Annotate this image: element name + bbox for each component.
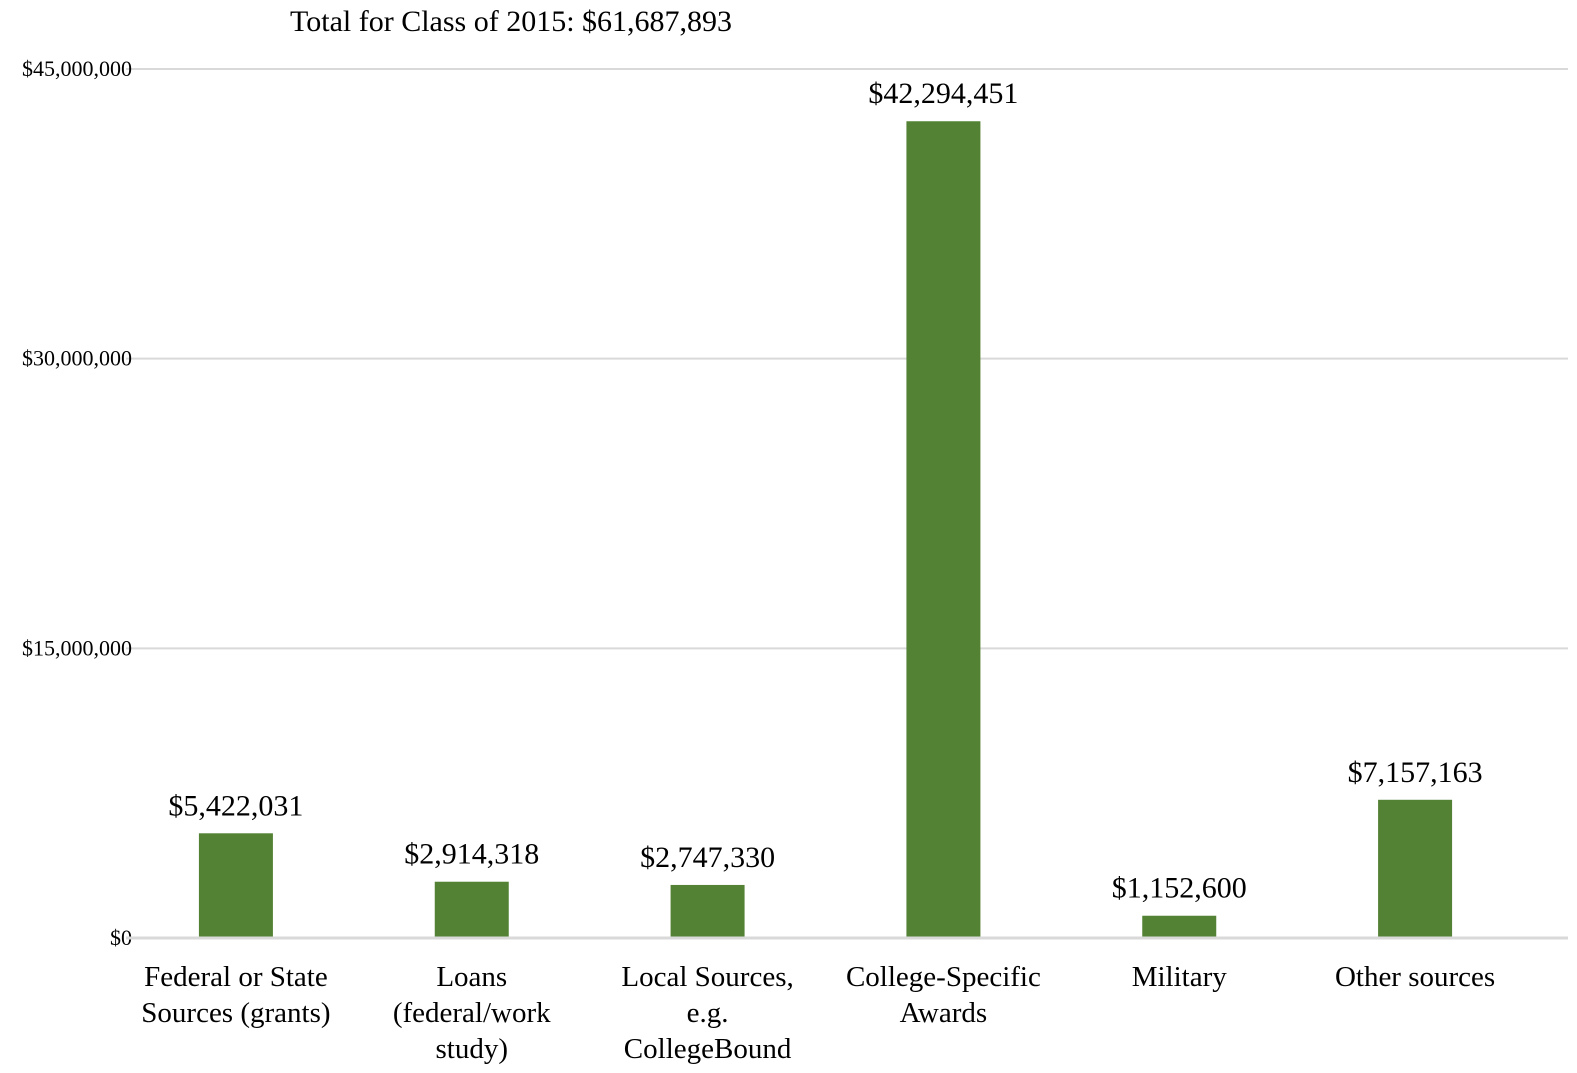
x-tick-label: Military (1132, 961, 1228, 993)
data-label: $2,914,318 (404, 838, 539, 871)
data-label: $1,152,600 (1112, 872, 1247, 905)
data-label: $5,422,031 (168, 789, 303, 822)
x-tick-label: Other sources (1335, 961, 1495, 993)
x-tick-label: Loans (federal/work study) (393, 961, 551, 1065)
x-tick-label: Local Sources, e.g. CollegeBound (621, 961, 793, 1065)
bar (434, 881, 509, 938)
x-axis-category-labels: Federal or State Sources (grants) Loans (fe… (141, 961, 1495, 1065)
data-label: $2,747,330 (640, 841, 775, 874)
data-label: $7,157,163 (1348, 756, 1483, 789)
bar (906, 121, 981, 939)
data-label: $42,294,451 (868, 77, 1018, 110)
y-tick-label: $30,000,000 (22, 346, 132, 371)
x-tick-label: Federal or State Sources (grants) (141, 961, 330, 1029)
bars (198, 121, 1453, 939)
bar (198, 833, 273, 938)
y-tick-label: $15,000,000 (22, 635, 132, 660)
bar (1142, 915, 1217, 938)
bar (670, 884, 745, 938)
y-tick-label: $45,000,000 (22, 56, 132, 81)
chart-title: Total for Class of 2015: $61,687,893 (290, 5, 732, 38)
data-labels: $5,422,031 $2,914,318 $2,747,330 $42,294,45… (168, 77, 1482, 904)
y-axis-tick-labels: $0 $15,000,000 $30,000,000 $45,000,000 (22, 56, 132, 950)
bar (1378, 799, 1453, 938)
y-tick-label: $0 (110, 925, 132, 950)
gridlines (126, 68, 1568, 650)
x-tick-label: College-Specific Awards (846, 961, 1041, 1029)
